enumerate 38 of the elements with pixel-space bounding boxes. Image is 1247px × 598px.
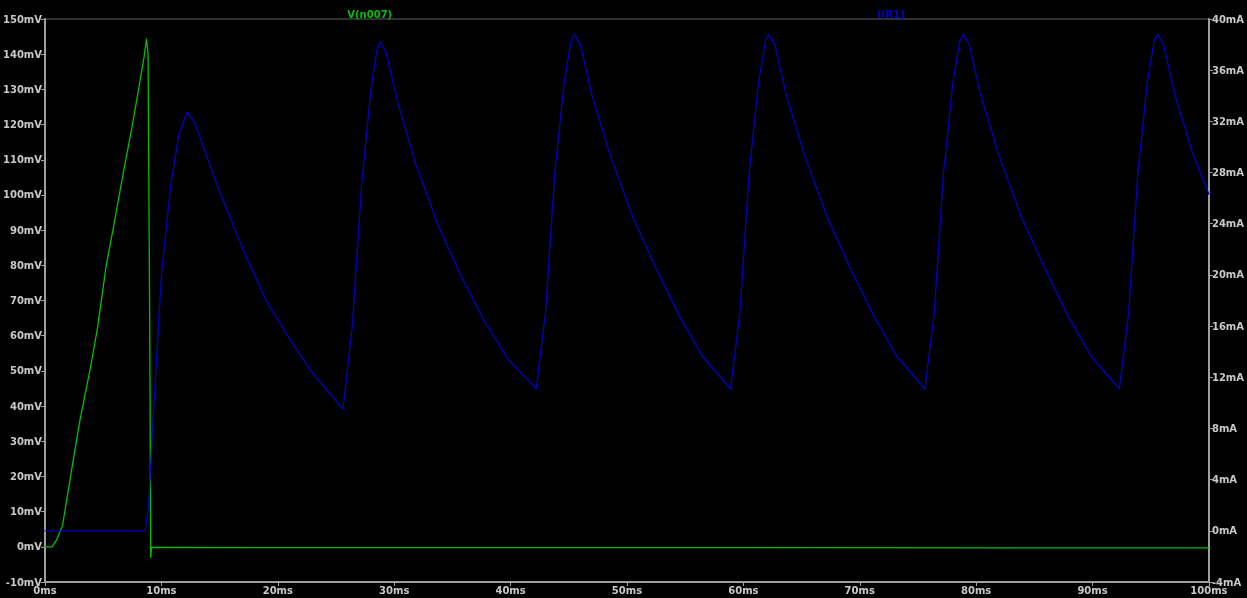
x-tick-label: 30ms — [379, 584, 410, 596]
y-tick-label: 80mV — [9, 259, 43, 271]
y-tick-label: 40mV — [9, 400, 43, 412]
y2-tick-label: 0mA — [1211, 525, 1238, 537]
y-tick-label: 50mV — [9, 365, 43, 377]
y2-tick-label: 20mA — [1211, 269, 1245, 281]
y-tick-label: 110mV — [2, 154, 43, 166]
y2-tick-label: 28mA — [1211, 167, 1245, 179]
y-tick-label: 60mV — [9, 330, 43, 342]
y2-tick-label: 4mA — [1211, 474, 1238, 486]
x-tick-label: 50ms — [611, 584, 643, 596]
y2-tick-label: 16mA — [1211, 320, 1245, 332]
x-tick-label: 10ms — [146, 584, 177, 596]
y2-tick-label: 24mA — [1211, 218, 1245, 230]
x-tick-label: 80ms — [961, 584, 992, 596]
y-tick-label: 140mV — [2, 48, 43, 60]
text: V(n007) — [347, 8, 393, 20]
y-tick-label: 10mV — [9, 506, 43, 518]
y2-tick-label: 12mA — [1211, 371, 1245, 383]
y-tick-label: 150mV — [2, 13, 43, 25]
x-tick-label: 60ms — [728, 584, 759, 596]
text: I(R1) — [877, 8, 905, 20]
x-tick-label: 70ms — [844, 584, 875, 596]
y-tick-label: 30mV — [9, 435, 43, 447]
y-tick-label: 70mV — [9, 295, 43, 306]
y2-tick-label: 36mA — [1211, 64, 1245, 76]
y2-tick-label: 8mA — [1211, 422, 1238, 434]
y-tick-label: 130mV — [2, 83, 43, 95]
y-tick-label: 100mV — [2, 189, 43, 201]
x-tick-label: 90ms — [1077, 584, 1108, 596]
y2-tick-label: 40mA — [1211, 13, 1245, 25]
y-tick-label: 90mV — [9, 224, 43, 236]
x-tick-label: 40ms — [495, 584, 526, 596]
y2-tick-label: 32mA — [1211, 115, 1245, 127]
y-tick-label: 0mV — [16, 541, 43, 553]
y-tick-label: 20mV — [9, 470, 43, 482]
y-tick-label: 120mV — [2, 119, 43, 131]
x-tick-label: 20ms — [262, 584, 293, 596]
